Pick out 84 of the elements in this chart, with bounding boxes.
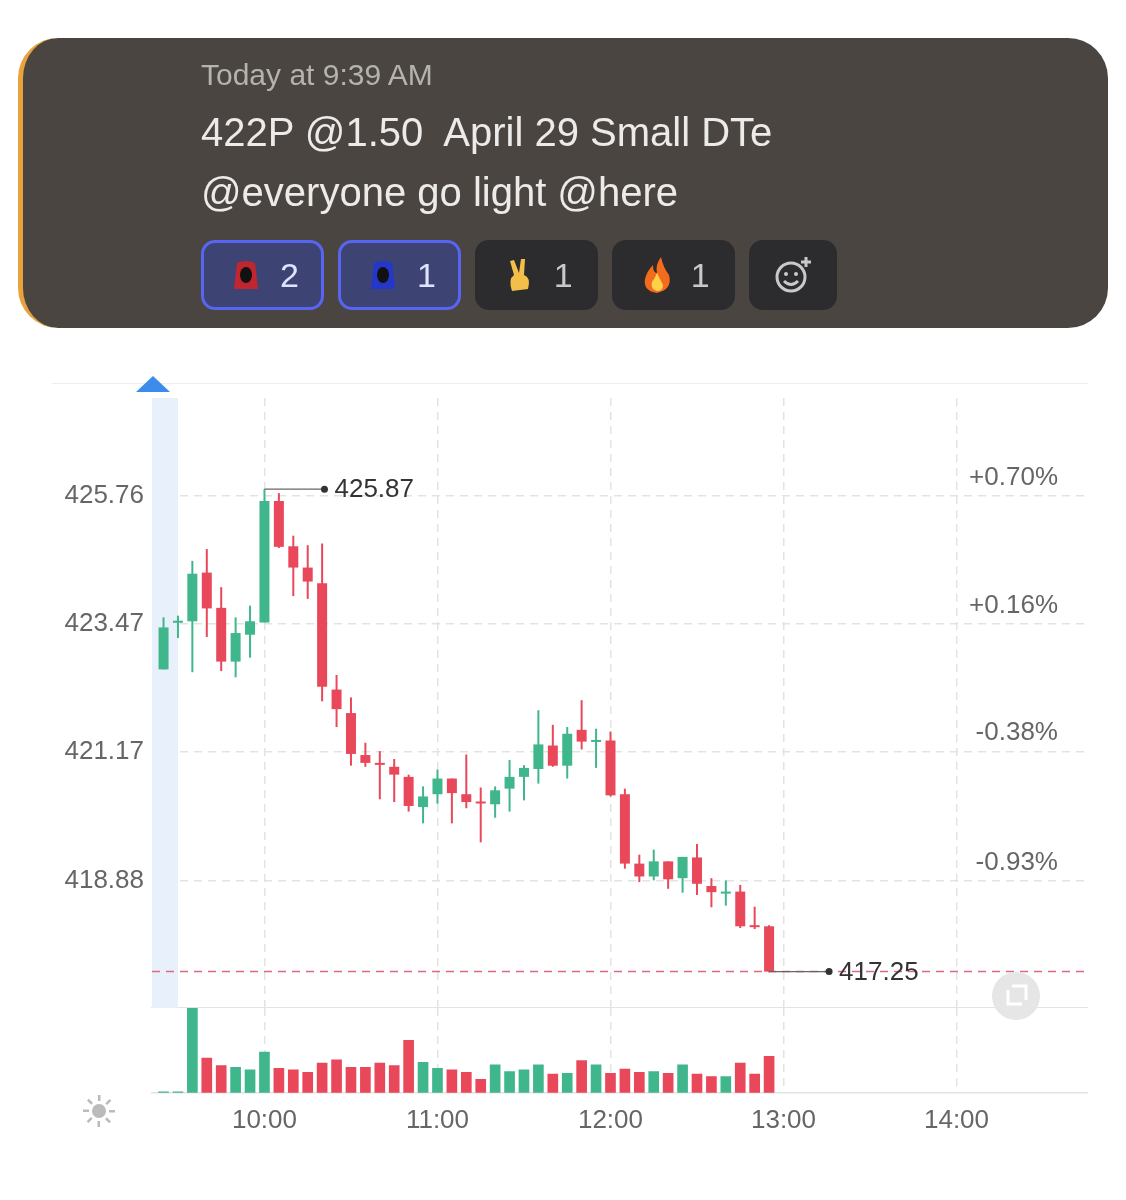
candlestick (360, 741, 371, 768)
y2-tick-label: -0.38% (975, 716, 1058, 747)
bar (432, 1067, 443, 1093)
candlestick (446, 777, 457, 825)
bar (576, 1060, 587, 1093)
candlestick (677, 855, 688, 894)
candlestick (591, 727, 602, 769)
bar (489, 1064, 501, 1093)
candlestick (634, 853, 645, 884)
bar (605, 1072, 616, 1093)
candlestick (389, 757, 400, 804)
y-tick-label: 423.47 (64, 606, 144, 637)
bar (316, 1062, 328, 1093)
text: 1 (553, 255, 573, 295)
text: Today at 9:39 AM (201, 58, 433, 92)
candlestick (288, 534, 299, 598)
y2-tick-label: -0.93% (975, 846, 1058, 877)
candlestick (490, 785, 501, 819)
x-tick-label: 11:00 (405, 1103, 470, 1134)
bar (749, 1073, 760, 1093)
candlestick (706, 877, 717, 909)
bar (547, 1073, 559, 1093)
bar (187, 1008, 198, 1093)
bar (417, 1061, 429, 1093)
candlestick (720, 879, 731, 907)
bar (706, 1076, 717, 1093)
bar (360, 1067, 371, 1093)
x-tick-label: 13:00 (750, 1103, 817, 1134)
bar (345, 1067, 357, 1093)
candlestick (475, 786, 486, 844)
candlestick (418, 785, 429, 825)
y-tick-label: 418.88 (64, 863, 144, 894)
candlestick (518, 764, 529, 802)
candlestick (172, 614, 183, 640)
x-tick-label: 12:00 (577, 1103, 644, 1134)
bar (302, 1072, 314, 1093)
y-tick-label: 421.17 (64, 735, 144, 766)
candlestick (547, 723, 558, 768)
bar (374, 1062, 386, 1093)
bar (533, 1064, 544, 1093)
x-tick-label: 10:00 (231, 1103, 297, 1134)
bar (273, 1067, 285, 1093)
bar (331, 1059, 342, 1093)
candlestick (461, 753, 472, 810)
bar (634, 1072, 645, 1093)
bar (287, 1069, 299, 1093)
text: 1 (416, 255, 436, 295)
bar (475, 1078, 487, 1093)
candlestick (663, 860, 674, 890)
y-tick-label: 425.76 (64, 478, 144, 509)
annotation: 417.25 (839, 955, 919, 986)
bar (662, 1072, 674, 1093)
bar (504, 1071, 515, 1093)
bar (259, 1051, 270, 1093)
annotation: 425.87 (334, 473, 414, 504)
candlestick (245, 604, 256, 659)
text: 2 (280, 255, 299, 295)
candlestick (749, 905, 760, 931)
bar (677, 1064, 688, 1093)
bar (561, 1072, 573, 1093)
bar (388, 1065, 400, 1093)
candlestick (374, 750, 385, 801)
bar (215, 1065, 227, 1093)
bar (648, 1071, 660, 1093)
candlestick (648, 848, 659, 882)
chart-title: 422P @1.50 April 29 Small DTe (201, 110, 773, 155)
chart-subtitle: @everyone go light @here (201, 170, 679, 215)
candlestick (576, 699, 587, 751)
bar (201, 1057, 213, 1093)
text: 1 (690, 255, 710, 295)
y2-tick-label: +0.16% (969, 588, 1058, 619)
bar (590, 1064, 602, 1093)
candlestick (302, 544, 313, 600)
bar (403, 1039, 414, 1093)
bar (460, 1072, 472, 1093)
x-tick-label: 14:00 (923, 1103, 990, 1134)
bar (763, 1056, 775, 1093)
y2-tick-label: +0.70% (969, 461, 1058, 492)
bar (720, 1076, 732, 1093)
candlestick (504, 759, 515, 813)
candlestick (432, 768, 443, 805)
bar (230, 1067, 241, 1093)
candlestick (331, 674, 342, 729)
bar (734, 1062, 746, 1093)
